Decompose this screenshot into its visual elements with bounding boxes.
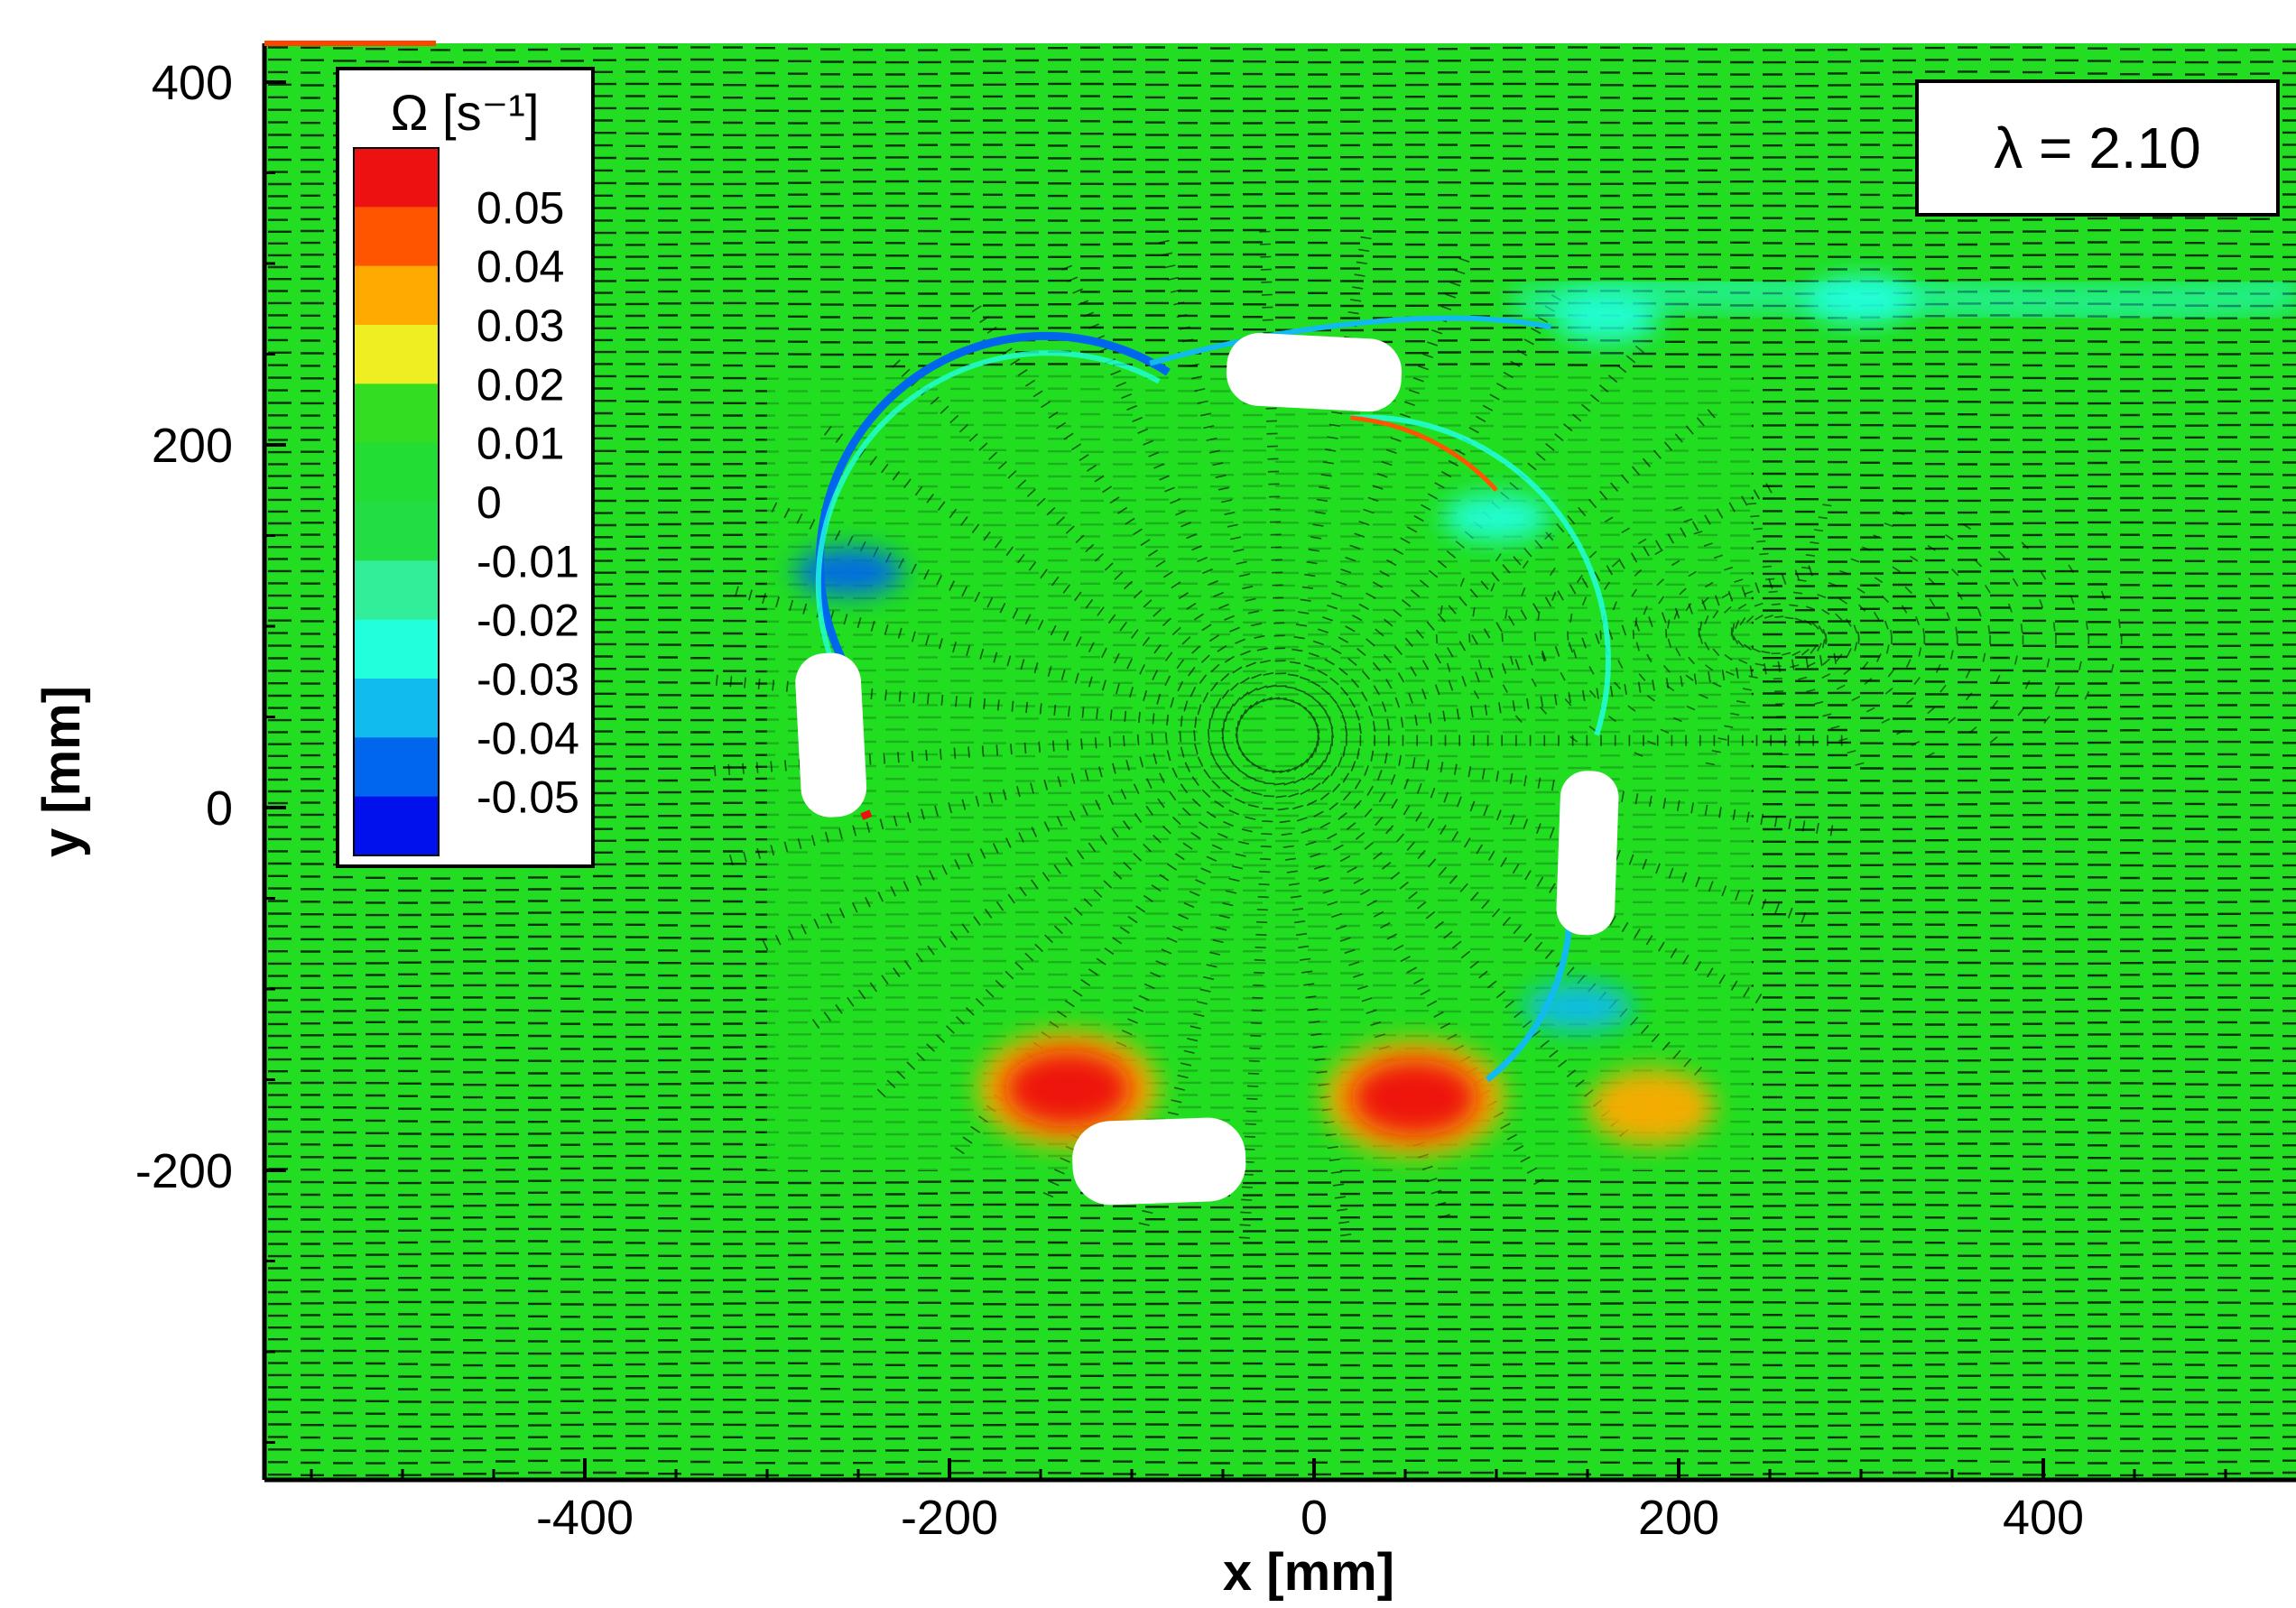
colorbar-swatch [354,207,439,267]
x-axis-label: x [mm] [1223,1543,1394,1602]
colorbar-label: 0.05 [477,182,564,233]
vorticity-region-5 [794,548,903,596]
colorbar-swatch [354,325,439,384]
blade-0 [1226,333,1403,412]
colorbar-label: -0.02 [477,596,579,646]
rotor-zone-fill [767,372,1752,1171]
colorbar-swatch [354,796,439,856]
y-axis-label: y [mm] [32,686,91,857]
x-tick-label: 200 [1638,1491,1719,1545]
vorticity-region-1 [1351,1059,1478,1136]
shear-layer-upper-left-edge [815,350,1161,682]
colorbar-swatch [354,560,439,621]
y-tick-label: -200 [135,1144,233,1198]
colorbar-swatch [354,502,439,561]
colorbar-label: 0.02 [477,359,564,410]
tip-speed-ratio-box: λ = 2.10 [1915,79,2280,217]
wake-vortex-vectors [1435,503,2123,769]
colorbar-label: -0.01 [477,536,579,587]
blade-edge-mark [860,809,873,820]
colorbar-title: Ω [s⁻¹] [391,84,540,141]
plot-axes [262,41,2296,1483]
colorbar-swatch-border [353,147,440,856]
blade-2 [1556,771,1619,936]
blade-path-shear-layer [815,315,1611,1083]
colorbar-swatch [354,148,439,208]
vorticity-region-0 [1004,1050,1132,1127]
annotation-frame [1915,79,2280,217]
x-tick-label: -400 [536,1491,634,1545]
x-tick-label: -200 [901,1491,998,1545]
blade-3 [1072,1117,1246,1206]
y-tick-label: 0 [206,781,233,836]
blade-tip-wake [1149,315,1552,366]
colorbar-label: -0.04 [477,713,579,763]
tip-speed-ratio-label: λ = 2.10 [1994,116,2201,180]
shear-layer-upper-right-positive [1350,415,1498,492]
blade-1 [795,652,867,818]
colorbar-swatch [354,737,439,798]
colorbar-label: -0.03 [477,654,579,705]
colorbar-swatch [354,384,439,444]
colorbar-label: 0.01 [477,419,564,469]
x-axis-ticks: -400 -200 0 200 400 [310,1458,2227,1545]
colorbar-swatch [354,679,439,738]
colorbar-swatch [354,265,439,326]
colorbar-swatch [354,619,439,679]
y-axis-ticks: -200 0 200 400 [135,56,286,1444]
y-tick-label: 400 [152,56,233,110]
vorticity-region-2 [1588,1068,1715,1145]
vorticity-region-6 [1442,494,1551,541]
y-tick-label: 200 [152,419,233,473]
colorbar-legend: Ω [s⁻¹] 0.05 0.04 0.03 0.02 0.01 0 -0.01 -0.02 -… [336,67,595,868]
shear-layer-upper-right [1350,414,1611,736]
plot-area [264,43,2296,1480]
colorbar-label: 0.04 [477,242,564,292]
x-tick-label: 0 [1301,1491,1328,1545]
colorbar-swatch [354,442,439,503]
rotor-blades [795,333,1619,1206]
colorbar-label: 0.03 [477,300,564,351]
colorbar-label: -0.05 [477,772,579,823]
colorbar-labels: 0.05 0.04 0.03 0.02 0.01 0 -0.01 -0.02 -0.03 -0.0… [477,182,579,822]
colorbar-label: 0 [477,477,502,528]
x-tick-label: 400 [2003,1491,2084,1545]
colorbar-swatches [353,147,440,856]
upper-wake-band [1511,271,2296,328]
